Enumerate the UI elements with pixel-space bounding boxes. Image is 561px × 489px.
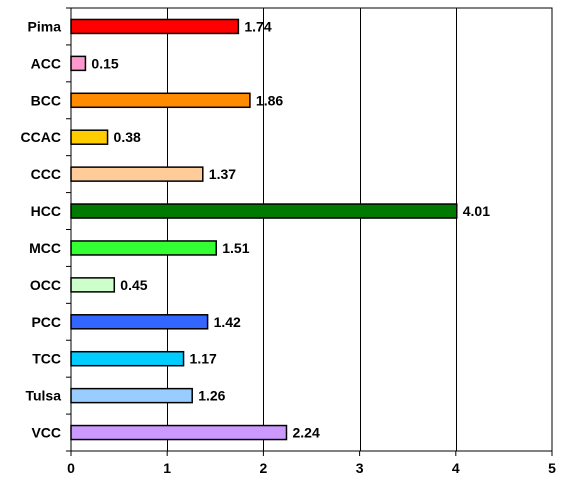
data-label: 1.42 [214, 314, 241, 330]
x-tick-label: 0 [67, 460, 75, 476]
bar-pcc [70, 314, 209, 330]
plot-area-frame [70, 7, 553, 452]
category-label: TCC [32, 351, 61, 367]
data-label: 0.38 [114, 129, 141, 145]
x-tick-label: 4 [452, 460, 460, 476]
data-label: 0.15 [91, 55, 118, 71]
data-label: 2.24 [292, 425, 319, 441]
x-axis: 0 1 2 3 4 5 [67, 451, 556, 476]
category-label: VCC [31, 425, 61, 441]
bar-tcc [70, 350, 185, 367]
data-label: 4.01 [463, 203, 490, 219]
data-label: 0.45 [120, 277, 147, 293]
bar-ccc [70, 166, 204, 182]
category-label: HCC [31, 203, 61, 219]
bar-pima [70, 18, 240, 35]
category-label: MCC [29, 240, 61, 256]
data-label: 1.51 [222, 240, 249, 256]
bar-tulsa [70, 387, 193, 404]
bars: 1.74 0.15 1.86 0.38 1.37 4.01 1.51 0.45 1.42 1.17… [70, 18, 490, 441]
bar-ccac [70, 129, 109, 145]
y-axis: Pima ACC BCC CCAC CCC HCC MCC OCC PCC TCC Tulsa VCC [21, 7, 71, 452]
category-label: BCC [31, 92, 61, 108]
bar-vcc [70, 424, 288, 441]
category-label: CCC [31, 166, 61, 182]
data-label: 1.37 [209, 166, 236, 182]
category-label: Pima [28, 18, 62, 34]
data-label: 1.74 [244, 18, 271, 34]
x-tick-label: 5 [548, 460, 556, 476]
data-label: 1.26 [198, 388, 225, 404]
bar-bcc [70, 92, 251, 109]
bar-hcc [70, 203, 458, 219]
data-label: 1.86 [256, 92, 283, 108]
category-label: ACC [31, 55, 61, 71]
x-tick-label: 2 [260, 460, 268, 476]
x-tick-label: 1 [163, 460, 171, 476]
category-label: CCAC [21, 129, 61, 145]
gridlines [167, 8, 457, 451]
x-tick-label: 3 [356, 460, 364, 476]
bar-mcc [70, 240, 218, 256]
data-label: 1.17 [190, 351, 217, 367]
category-label: OCC [30, 277, 61, 293]
bar-acc [70, 55, 87, 72]
bar-occ [70, 277, 116, 293]
category-label: Tulsa [25, 388, 61, 404]
category-label: PCC [31, 314, 61, 330]
